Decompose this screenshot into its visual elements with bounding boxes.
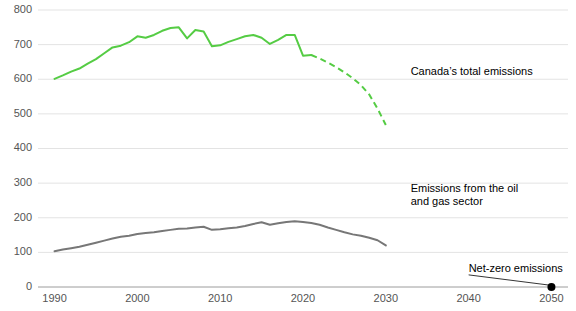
grid-line [38,79,568,80]
x-tick-label: 2030 [374,292,398,304]
y-tick-label: 100 [14,245,32,257]
grid-line [38,217,568,218]
grid-line [38,44,568,45]
grid-line [38,252,568,253]
annotations: Canada’s total emissions Emissions from t… [411,65,564,285]
x-axis-line [38,287,568,288]
y-tick-label: 700 [14,38,32,50]
grid-line [38,148,568,149]
grid-line [38,113,568,114]
x-tick-label: 2020 [291,292,315,304]
plot-area [55,27,556,291]
y-tick-label: 600 [14,72,32,84]
grid-line [38,287,568,288]
line [311,55,386,125]
point [547,283,555,291]
grid-line [38,10,568,11]
x-tick-label: 2050 [539,292,563,304]
y-grid [38,10,568,287]
annotation: Canada’s total emissions [411,65,534,77]
x-tick-label: 2000 [125,292,149,304]
line [55,27,312,79]
x-tick-label: 2010 [208,292,232,304]
line [55,221,386,251]
y-tick-label: 200 [14,211,32,223]
chart: 0 100 200 300 400 500 600 700 800 1990 2000 2010 202… [0,0,576,311]
annotation-connector [469,275,549,285]
annotation: Net-zero emissions [469,262,564,274]
x-tick-label: 1990 [42,292,66,304]
annotation: Emissions from the oiland gas sector [411,182,519,207]
y-tick-label: 400 [14,141,32,153]
x-tick-label: 2040 [456,292,480,304]
y-tick-label: 500 [14,107,32,119]
y-tick-label: 300 [14,176,32,188]
y-tick-label: 0 [26,280,32,292]
y-tick-label: 800 [14,3,32,15]
